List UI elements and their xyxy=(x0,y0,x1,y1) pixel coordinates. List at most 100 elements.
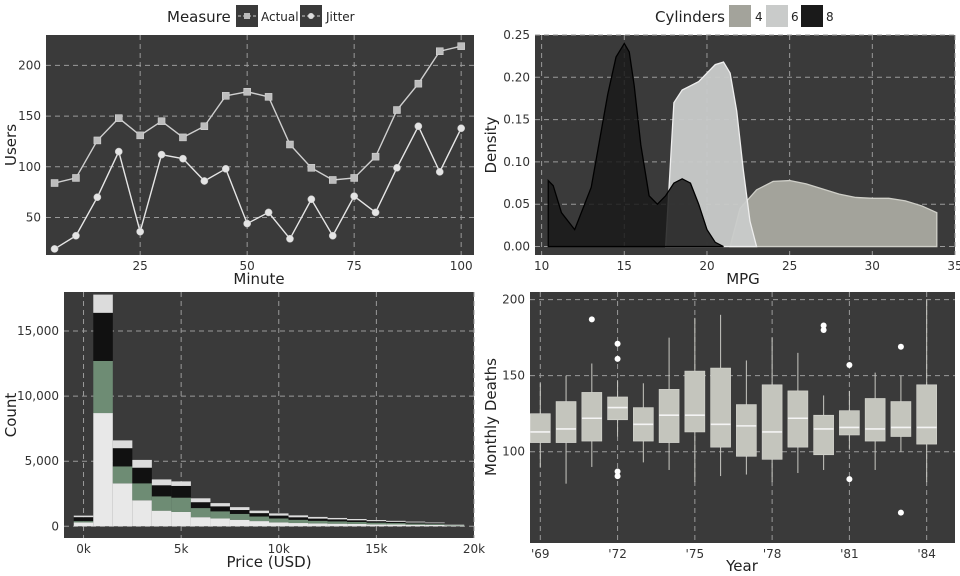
histogram-bar-segment-1 xyxy=(132,500,152,527)
y-tick-label: 150 xyxy=(18,109,41,123)
histogram-bar-segment-2 xyxy=(210,511,230,519)
legend-label-4: 4 xyxy=(755,10,763,24)
box-iqr xyxy=(530,413,551,443)
data-point-jitter xyxy=(179,154,187,163)
histogram-bar-segment-4 xyxy=(73,515,94,518)
y-tick-label: 100 xyxy=(502,445,525,459)
legend-key-6 xyxy=(766,5,788,27)
histogram-bar-segment-3 xyxy=(269,515,289,519)
histogram-bar-segment-3 xyxy=(249,513,269,517)
histogram-bar-segment-3 xyxy=(190,502,211,509)
box-iqr xyxy=(813,414,834,456)
density-y-axis-label: Density xyxy=(482,116,500,173)
histogram-bar-segment-2 xyxy=(171,497,191,512)
boxplot-chart-panel: '69 '72 '75 '78 '81 '84 100 150 200 Year Monthly… xyxy=(482,292,955,575)
histogram-bar-segment-3 xyxy=(386,521,406,524)
data-point-jitter xyxy=(93,193,102,202)
line-legend-title: Measure xyxy=(167,8,231,26)
data-point-jitter xyxy=(435,168,444,176)
y-tick-label: 0.05 xyxy=(503,197,530,211)
histogram-bar-segment-1 xyxy=(229,519,250,527)
y-tick-label: 0.10 xyxy=(503,155,530,169)
data-point-jitter xyxy=(457,124,466,133)
histogram-bar-segment-3 xyxy=(93,312,113,361)
histogram-bar-segment-2 xyxy=(386,523,406,525)
histogram-bar-segment-3 xyxy=(73,517,94,522)
y-tick-label: 5,000 xyxy=(25,454,59,468)
line-x-axis-label: Minute xyxy=(233,270,284,288)
histogram-bar-segment-1 xyxy=(151,510,172,527)
x-tick-label: 25 xyxy=(782,259,797,273)
y-tick-label: 200 xyxy=(502,293,525,307)
data-point-jitter xyxy=(328,231,337,240)
histogram-bar-segment-1 xyxy=(190,517,211,527)
histogram-bar-segment-2 xyxy=(249,516,269,522)
y-tick-label: 200 xyxy=(18,58,41,72)
histogram-bar-segment-1 xyxy=(405,524,426,527)
data-point-actual xyxy=(371,152,380,161)
outlier-point xyxy=(846,476,853,483)
density-legend-title: Cylinders xyxy=(655,8,725,26)
box-iqr xyxy=(890,401,912,437)
data-point-jitter xyxy=(264,208,273,217)
histogram-bar-segment-3 xyxy=(210,506,230,512)
y-tick-label: 100 xyxy=(18,160,41,174)
histogram-bar-segment-2 xyxy=(229,513,250,520)
box-iqr xyxy=(736,404,757,457)
histogram-bar-segment-2 xyxy=(308,520,328,524)
density-chart-panel: Cylinders 4 6 8 10 15 20 25 30 35 0.00 0.05 0.10… xyxy=(482,5,960,288)
series-line-jitter xyxy=(54,124,462,250)
boxplot-x-axis-label: Year xyxy=(725,557,759,575)
data-point-actual xyxy=(136,131,144,140)
density-axes: 10 15 20 25 30 35 0.00 0.05 0.10 0.15 0.20 0.25 xyxy=(503,28,960,273)
line-axes: 25 50 75 100 50 100 150 200 xyxy=(18,58,473,273)
data-point-jitter xyxy=(286,234,294,243)
x-tick-label: '78 xyxy=(763,547,782,561)
histogram-bar-segment-4 xyxy=(229,507,250,511)
x-tick-label: '81 xyxy=(840,547,859,561)
outlier-point xyxy=(820,322,827,329)
y-tick-label: 0.25 xyxy=(503,28,530,42)
data-point-actual xyxy=(50,179,59,187)
x-tick-label: 20 xyxy=(699,259,714,273)
y-tick-label: 0.15 xyxy=(503,113,530,127)
histogram-bar-segment-3 xyxy=(151,485,172,497)
histogram-bar-segment-4 xyxy=(269,513,289,516)
box-iqr xyxy=(710,367,731,448)
histogram-bar-segment-3 xyxy=(288,517,309,520)
line-gridlines xyxy=(46,35,474,255)
line-chart-panel: Measure Actual Jitter 25 50 75 100501001502… xyxy=(2,5,474,288)
histogram-bar-segment-1 xyxy=(288,523,309,527)
data-point-actual xyxy=(457,42,465,50)
outlier-point xyxy=(614,468,621,475)
histogram-bar-segment-4 xyxy=(190,498,211,503)
boxplot-gridlines xyxy=(530,292,955,543)
histogram-bar-segment-2 xyxy=(93,360,113,414)
y-tick-label: 50 xyxy=(26,210,41,224)
histogram-bar-segment-2 xyxy=(366,522,387,525)
histogram-bar-segment-3 xyxy=(171,485,191,498)
outlier-point xyxy=(614,473,621,480)
data-point-actual xyxy=(115,114,123,122)
data-point-jitter xyxy=(371,208,380,217)
histogram-bar-segment-4 xyxy=(386,520,406,522)
histogram-bar-segment-4 xyxy=(132,459,152,468)
histogram-bar-segment-4 xyxy=(151,479,172,486)
histogram-bar-segment-2 xyxy=(112,466,133,484)
x-tick-label: '69 xyxy=(531,547,550,561)
histogram-bar-segment-2 xyxy=(190,508,211,518)
outlier-point xyxy=(588,316,595,323)
histogram-bar-segment-4 xyxy=(249,510,269,514)
data-point-actual xyxy=(243,88,251,96)
x-tick-label: 25 xyxy=(133,259,148,273)
y-tick-label: 15,000 xyxy=(17,324,59,338)
x-tick-label: 100 xyxy=(450,259,473,273)
histogram-bar-segment-1 xyxy=(73,522,94,527)
histogram-bar-segment-1 xyxy=(327,523,348,527)
x-tick-label: 20k xyxy=(463,542,485,556)
histogram-bar-segment-1 xyxy=(210,518,230,527)
histogram-bar-segment-2 xyxy=(327,521,348,524)
x-tick-label: 0k xyxy=(76,542,91,556)
box-iqr xyxy=(581,392,603,442)
